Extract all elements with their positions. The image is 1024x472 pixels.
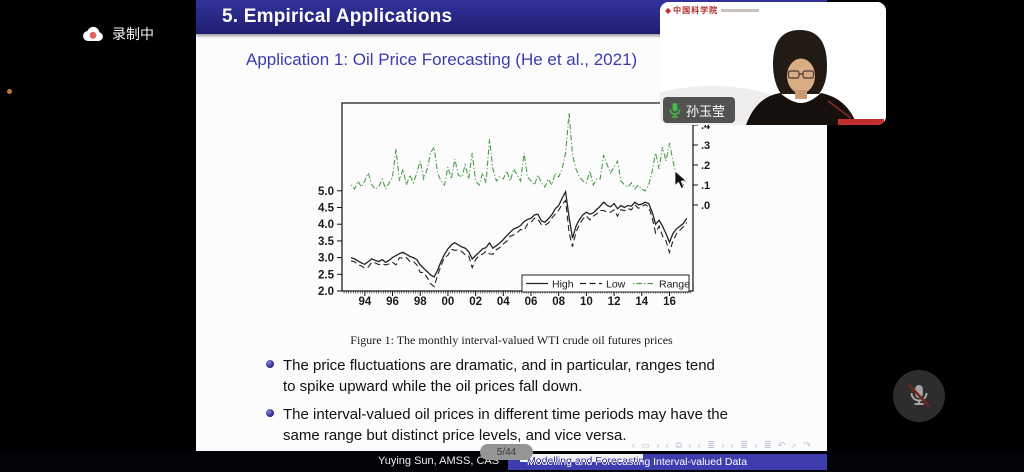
svg-text:Low: Low	[606, 279, 626, 291]
svg-text:06: 06	[525, 296, 538, 308]
svg-text:98: 98	[414, 296, 427, 308]
cam-watermark-logo: ◆ 中国科学院	[665, 5, 760, 16]
status-dot	[7, 89, 12, 94]
recording-cloud-icon	[83, 26, 103, 41]
mouse-cursor	[674, 170, 687, 189]
person-glasses	[787, 70, 815, 79]
svg-text:2.0: 2.0	[318, 286, 334, 298]
recording-label: 录制中	[112, 26, 154, 42]
mic-muted-icon	[908, 384, 930, 407]
recording-dot	[89, 31, 97, 39]
svg-text:4.0: 4.0	[318, 219, 334, 231]
cas-logo-text: 中国科学院	[673, 6, 719, 15]
svg-text:.1: .1	[701, 180, 710, 192]
mute-button[interactable]	[893, 370, 945, 422]
svg-text:08: 08	[552, 296, 565, 308]
slide-subtitle: Application 1: Oil Price Forecasting (He…	[246, 50, 638, 69]
svg-text:4.5: 4.5	[318, 203, 335, 215]
svg-text:3.0: 3.0	[318, 253, 334, 265]
svg-text:2.5: 2.5	[318, 269, 335, 281]
page-indicator: 5/44	[480, 444, 533, 460]
mic-on-icon	[669, 102, 681, 118]
svg-text:12: 12	[608, 296, 621, 308]
svg-text:Range: Range	[659, 279, 690, 291]
beamer-navigation-icons[interactable]: ‹ ▭ › ‹ ⧉ › ‹ ≣ › ‹ ≣ › ≣ ↶ ⌕ ↷	[631, 440, 813, 450]
price-chart: 94 96 98 00 02 04 06 08 10 12 14 16 2.0 2.5 3.0 3.5 4.0 4…	[318, 102, 711, 308]
svg-text:10: 10	[580, 296, 593, 308]
red-strip	[838, 119, 884, 125]
svg-text:5.0: 5.0	[318, 186, 334, 198]
svg-text:02: 02	[469, 296, 482, 308]
cas-logo-icon: ◆	[665, 6, 672, 15]
cas-logo-subtext	[721, 9, 760, 12]
list-item: The interval-valued oil prices in differ…	[266, 404, 780, 446]
person-face	[787, 58, 815, 94]
svg-text:.0: .0	[701, 200, 710, 212]
svg-text:3.5: 3.5	[318, 236, 335, 248]
svg-text:.2: .2	[701, 160, 710, 172]
bullet-icon	[266, 409, 274, 417]
svg-text:14: 14	[635, 296, 648, 308]
svg-text:16: 16	[663, 296, 676, 308]
footer-author: Yuying Sun, AMSS, CAS	[378, 455, 500, 467]
footer-deck-title-overlay: Modelling and Forecasting Interval-value…	[527, 455, 643, 462]
bullet-text: The interval-valued oil prices in differ…	[283, 406, 728, 444]
svg-text:94: 94	[358, 296, 371, 308]
list-item: The price fluctuations are dramatic, and…	[266, 355, 780, 397]
bullet-list: The price fluctuations are dramatic, and…	[266, 355, 780, 453]
svg-text:.4: .4	[701, 120, 711, 132]
bullet-icon	[266, 360, 274, 368]
svg-text:High: High	[552, 279, 574, 291]
slide-title: 5. Empirical Applications	[222, 6, 453, 27]
footer-deck-title-bar: Modelling and Forecasting Interval-value…	[508, 454, 827, 470]
participant-name-tag: 孙玉莹	[663, 97, 736, 123]
svg-text:.3: .3	[701, 140, 710, 152]
participant-name: 孙玉莹	[686, 103, 726, 119]
svg-text:04: 04	[497, 296, 510, 308]
figure-caption: Figure 1: The monthly interval-valued WT…	[350, 333, 673, 347]
recording-indicator[interactable]: 录制中	[82, 24, 154, 44]
toolbar-overlay-strip: Modelling and Forecasting Interval-value…	[520, 454, 643, 462]
svg-text:00: 00	[442, 296, 455, 308]
bullet-text: The price fluctuations are dramatic, and…	[283, 357, 715, 395]
participant-video-tile[interactable]: ◆ 中国科学院 孙玉莹	[660, 2, 886, 125]
slide-footline: Yuying Sun, AMSS, CAS Modelling and Fore…	[0, 451, 1024, 472]
svg-text:96: 96	[386, 296, 399, 308]
